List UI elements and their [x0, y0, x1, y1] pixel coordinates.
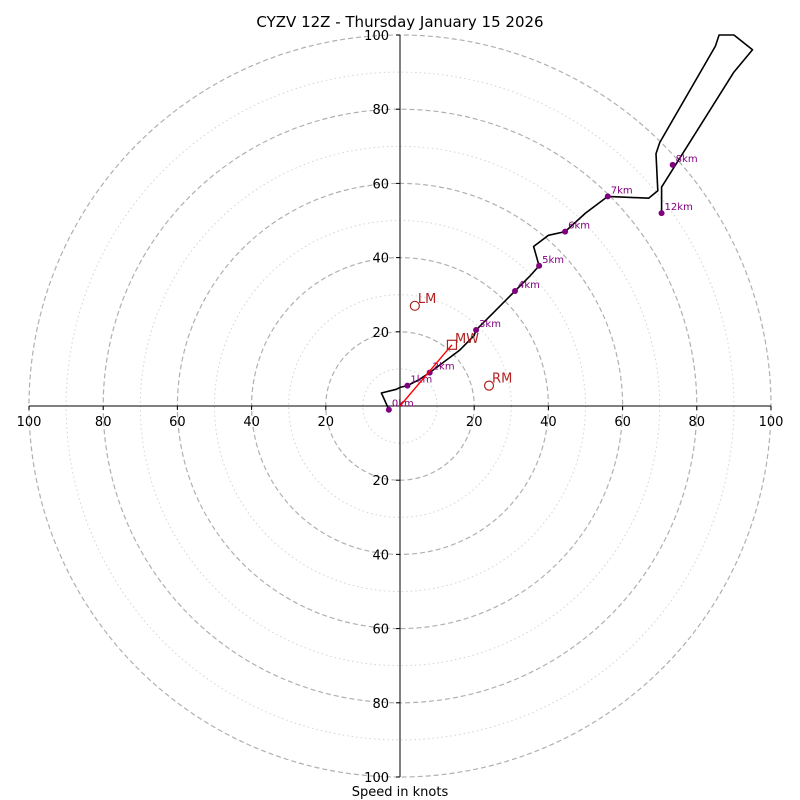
right-mover-marker	[483, 380, 495, 391]
y-tick-label: 100	[364, 29, 389, 44]
height-label-7km: 7km	[611, 185, 633, 196]
height-dot-8km	[669, 161, 676, 168]
height-label-0km: 0km	[392, 399, 414, 410]
y-tick-label: 80	[372, 697, 389, 712]
height-label-4km: 4km	[518, 280, 540, 291]
left-mover-label: LM	[418, 292, 436, 307]
mean-wind-marker	[446, 339, 458, 350]
y-tick-label: 40	[372, 252, 389, 267]
height-dot-0km	[385, 406, 392, 413]
y-tick-label: 20	[372, 474, 389, 489]
left-mover-marker	[409, 300, 420, 311]
x-tick-label: 40	[540, 415, 557, 430]
right-mover-label: RM	[492, 372, 512, 387]
tick-labels: 100 80 60 40 20 20 40 60 80 100 100 80 60 40 20 20 40 60 8…	[17, 29, 784, 786]
x-tick-label: 60	[614, 415, 631, 430]
y-tick-label: 60	[372, 177, 389, 192]
wind-profile	[380, 34, 754, 411]
x-tick-label: 20	[466, 415, 483, 430]
shear-vector	[399, 344, 453, 407]
x-tick-label: 20	[318, 415, 335, 430]
height-label-6km: 6km	[568, 221, 590, 232]
height-label-12km: 12km	[665, 202, 693, 213]
height-label-3km: 3km	[479, 319, 501, 330]
height-dot-12km	[658, 210, 665, 217]
height-dot-1km	[404, 382, 411, 389]
height-label-2km: 2km	[433, 362, 455, 373]
height-label-8km: 8km	[676, 154, 698, 165]
y-tick-label: 40	[372, 548, 389, 563]
height-label-5km: 5km	[542, 255, 564, 266]
x-tick-label: 80	[689, 415, 706, 430]
height-dot-7km	[604, 193, 611, 200]
height-markers: 0km1km2km3km4km5km6km7km8km12km	[385, 154, 698, 413]
y-tick-label: 80	[372, 103, 389, 118]
x-tick-label: 80	[95, 415, 112, 430]
x-axis-label: Speed in knots	[352, 785, 449, 800]
wind-profile-line	[380, 34, 754, 411]
height-dot-5km	[536, 262, 543, 269]
mean-wind-label: MW	[455, 332, 479, 347]
storm-motion: MW LM RM	[399, 292, 512, 407]
height-dot-6km	[562, 228, 569, 235]
x-tick-label: 60	[169, 415, 186, 430]
x-tick-label: 40	[243, 415, 260, 430]
x-tick-label: 100	[17, 415, 42, 430]
y-tick-label: 20	[372, 326, 389, 341]
x-tick-label: 100	[759, 415, 784, 430]
y-tick-label: 60	[372, 623, 389, 638]
height-dot-2km	[426, 369, 433, 376]
chart-title: CYZV 12Z - Thursday January 15 2026	[256, 13, 543, 31]
y-tick-label: 100	[364, 771, 389, 786]
height-dot-3km	[473, 326, 480, 333]
height-dot-4km	[512, 287, 519, 294]
